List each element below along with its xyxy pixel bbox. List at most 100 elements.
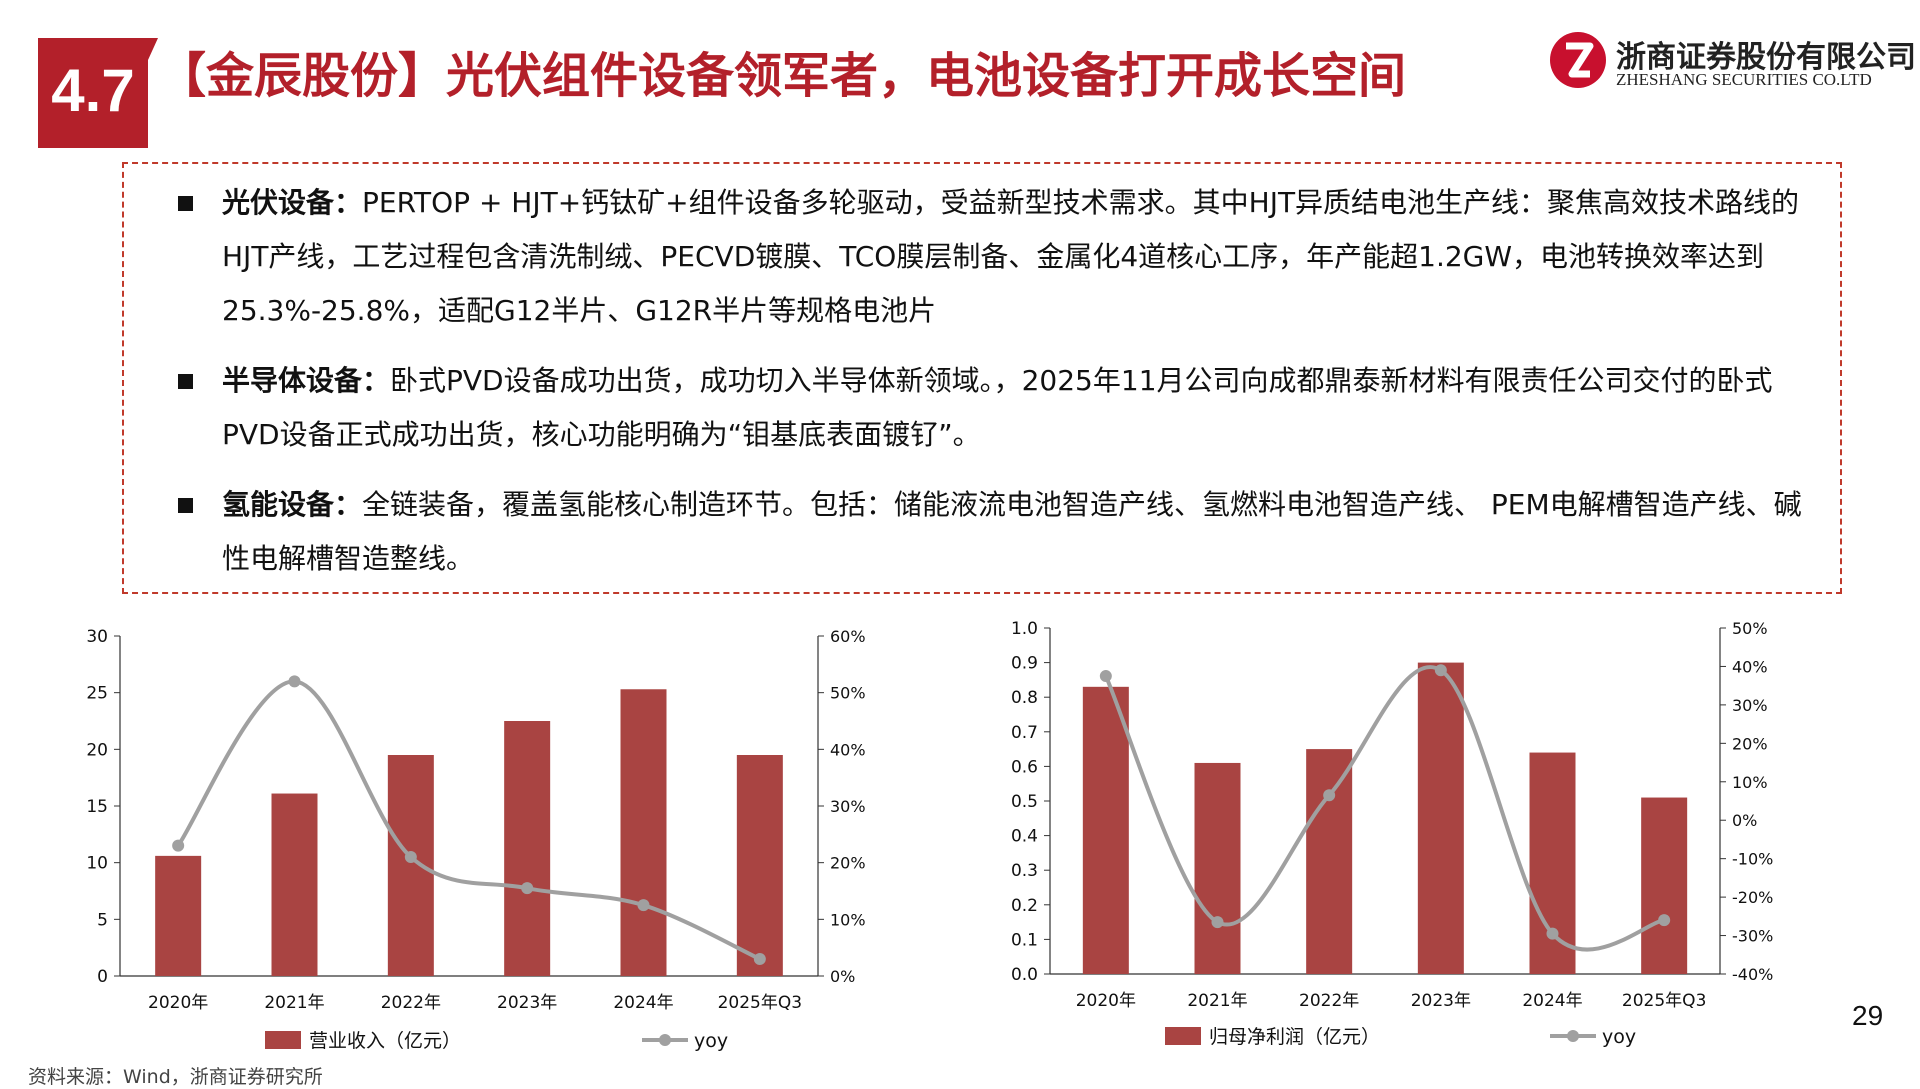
- left-tick-label: 0.0: [1011, 965, 1038, 985]
- bullet-text: 全链装备，覆盖氢能核心制造环节。包括：储能液流电池智造产线、氢燃料电池智造产线、…: [222, 488, 1802, 575]
- right-tick-label: 10%: [830, 910, 866, 929]
- yoy-point: [288, 675, 301, 688]
- category-label: 2024年: [1522, 991, 1582, 1011]
- category-label: 2020年: [148, 993, 208, 1013]
- legend-line-marker: [1567, 1030, 1579, 1042]
- bullet-label: 半导体设备：: [222, 364, 391, 397]
- yoy-point: [1323, 789, 1336, 802]
- right-tick-label: 20%: [1732, 734, 1768, 753]
- left-tick-label: 15: [86, 797, 108, 817]
- legend-bar-swatch: [265, 1031, 301, 1049]
- yoy-point: [1099, 670, 1112, 683]
- left-tick-label: 20: [86, 740, 108, 760]
- right-tick-label: 60%: [830, 627, 866, 646]
- bar-2020年: [1082, 686, 1129, 974]
- page-title: 【金辰股份】光伏组件设备领军者，电池设备打开成长空间: [158, 48, 1407, 104]
- right-tick-label: 0%: [1732, 811, 1757, 830]
- zheshang-logo-icon: [1550, 32, 1606, 88]
- bar-2025年Q3: [736, 755, 783, 976]
- bar-2020年: [155, 855, 202, 976]
- legend-line-label: yoy: [694, 1030, 728, 1052]
- right-tick-label: 40%: [830, 740, 866, 759]
- yoy-point: [1546, 927, 1559, 940]
- left-tick-label: 0.9: [1011, 654, 1038, 674]
- left-tick-label: 0.3: [1011, 861, 1038, 881]
- right-tick-label: 50%: [830, 684, 866, 703]
- category-label: 2023年: [497, 993, 557, 1013]
- bar-2024年: [1529, 752, 1576, 974]
- category-label: 2021年: [264, 993, 324, 1013]
- left-tick-label: 10: [86, 854, 108, 874]
- right-tick-label: 50%: [1732, 619, 1768, 638]
- bar-2024年: [620, 689, 667, 976]
- legend-bar-label: 营业收入（亿元）: [309, 1030, 461, 1052]
- category-label: 2024年: [613, 993, 673, 1013]
- yoy-point: [637, 899, 650, 912]
- left-tick-label: 0.1: [1011, 930, 1038, 950]
- right-tick-label: 20%: [830, 854, 866, 873]
- right-tick-label: -30%: [1732, 927, 1773, 946]
- bullet-semiconductor-equipment: 半导体设备：卧式PVD设备成功出货，成功切入半导体新领域。，2025年11月公司…: [178, 354, 1818, 462]
- bar-2022年: [387, 755, 434, 976]
- category-label: 2022年: [381, 993, 441, 1013]
- category-label: 2025年Q3: [718, 993, 802, 1013]
- left-tick-label: 0: [97, 967, 108, 987]
- bar-2022年: [1306, 749, 1353, 974]
- yoy-point: [1658, 914, 1671, 927]
- yoy-point: [1434, 664, 1447, 677]
- yoy-point: [172, 839, 185, 852]
- company-logo: 浙商证券股份有限公司 ZHESHANG SECURITIES CO.LTD: [1548, 30, 1916, 94]
- right-tick-label: 10%: [1732, 773, 1768, 792]
- yoy-line: [1104, 665, 1665, 952]
- yoy-point: [404, 851, 417, 863]
- yoy-point: [753, 953, 766, 965]
- category-label: 2025年Q3: [1622, 991, 1706, 1011]
- net-profit-chart: 0.0 0.1 0.2 0.3 0.4 0.5 0.6 0.7 0.8 0.9 1.0 -40% -30…: [1011, 619, 1773, 1048]
- yoy-point: [1211, 916, 1224, 929]
- category-label: 2021年: [1187, 991, 1247, 1011]
- summary-box: [122, 162, 1842, 594]
- left-tick-label: 30: [86, 627, 108, 647]
- left-tick-label: 25: [86, 684, 108, 704]
- right-tick-label: -40%: [1732, 965, 1773, 984]
- right-tick-label: -10%: [1732, 850, 1773, 869]
- bullet-text: 卧式PVD设备成功出货，成功切入半导体新领域。，2025年11月公司向成都鼎泰新…: [222, 364, 1773, 451]
- right-tick-label: -20%: [1732, 888, 1773, 907]
- bullet-square-icon: [178, 196, 193, 211]
- left-tick-label: 0.8: [1011, 688, 1038, 708]
- section-number-badge: 4.7: [38, 38, 158, 148]
- legend-line-label: yoy: [1602, 1026, 1636, 1048]
- bar-2025年Q3: [1641, 797, 1688, 974]
- left-tick-label: 0.6: [1011, 757, 1038, 777]
- right-tick-label: 30%: [830, 797, 866, 816]
- legend-line-marker: [659, 1034, 671, 1046]
- bullet-square-icon: [178, 498, 193, 513]
- left-tick-label: 0.4: [1011, 827, 1038, 847]
- category-label: 2020年: [1076, 991, 1136, 1011]
- source-note: 资料来源：Wind，浙商证券研究所: [28, 1066, 323, 1088]
- bullet-hydrogen-equipment: 氢能设备：全链装备，覆盖氢能核心制造环节。包括：储能液流电池智造产线、氢燃料电池…: [178, 478, 1818, 586]
- bullet-pv-equipment: 光伏设备：PERTOP + HJT+钙钛矿+组件设备多轮驱动，受益新型技术需求。…: [178, 176, 1818, 338]
- bullet-square-icon: [178, 374, 193, 389]
- bullet-label: 氢能设备：: [222, 488, 363, 521]
- legend-bar-swatch: [1165, 1027, 1201, 1045]
- logo-english-name: ZHESHANG SECURITIES CO.LTD: [1616, 70, 1872, 89]
- right-tick-label: 0%: [830, 967, 855, 986]
- revenue-chart: 0 5 10 15 20 25 30 0% 10% 20% 30% 40% 50% 60% 2020年 202…: [86, 627, 866, 1052]
- right-tick-label: 40%: [1732, 657, 1768, 676]
- section-number: 4.7: [51, 57, 135, 124]
- yoy-line: [176, 679, 761, 961]
- bar-2023年: [504, 721, 551, 976]
- page-number: 29: [1852, 1000, 1884, 1031]
- left-tick-label: 0.2: [1011, 896, 1038, 916]
- category-label: 2022年: [1299, 991, 1359, 1011]
- yoy-point: [521, 882, 534, 895]
- left-tick-label: 5: [97, 910, 108, 930]
- category-label: 2023年: [1411, 991, 1471, 1011]
- bullet-text: PERTOP + HJT+钙钛矿+组件设备多轮驱动，受益新型技术需求。其中HJT…: [222, 186, 1800, 327]
- legend-bar-label: 归母净利润（亿元）: [1209, 1026, 1380, 1048]
- bar-2021年: [271, 793, 318, 976]
- logo-chinese-name: 浙商证券股份有限公司: [1616, 40, 1916, 75]
- bar-2021年: [1194, 762, 1241, 974]
- left-tick-label: 0.5: [1011, 792, 1038, 812]
